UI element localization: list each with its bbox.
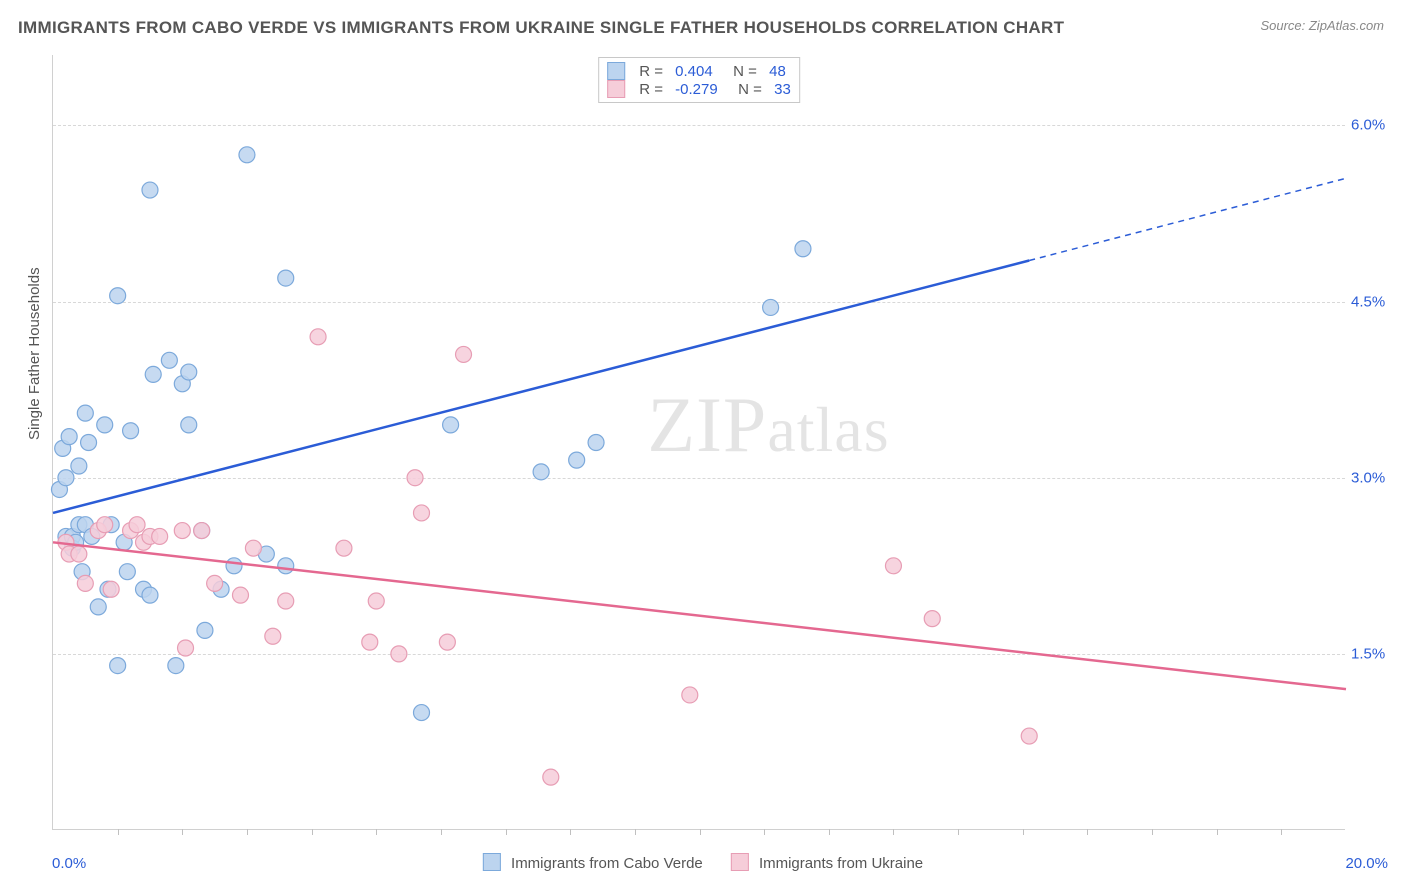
x-tick (829, 829, 830, 835)
data-point (168, 658, 184, 674)
data-point (103, 581, 119, 597)
source-label: Source: ZipAtlas.com (1260, 18, 1384, 33)
data-point (682, 687, 698, 703)
data-point (81, 435, 97, 451)
data-point (152, 528, 168, 544)
data-point (456, 346, 472, 362)
x-tick (247, 829, 248, 835)
data-point (77, 405, 93, 421)
x-tick (1152, 829, 1153, 835)
y-tick-label: 1.5% (1351, 645, 1395, 662)
data-point (161, 352, 177, 368)
data-point (924, 611, 940, 627)
data-point (181, 417, 197, 433)
data-point (97, 517, 113, 533)
data-point (239, 147, 255, 163)
legend: Immigrants from Cabo Verde Immigrants fr… (483, 853, 923, 872)
data-point (245, 540, 261, 556)
data-point (391, 646, 407, 662)
regression-line (53, 542, 1346, 689)
data-point (310, 329, 326, 345)
data-point (763, 299, 779, 315)
data-point (194, 523, 210, 539)
regression-line-extrapolated (1029, 178, 1346, 260)
data-point (71, 458, 87, 474)
x-tick (441, 829, 442, 835)
data-point (58, 470, 74, 486)
chart-container: IMMIGRANTS FROM CABO VERDE VS IMMIGRANTS… (0, 0, 1406, 892)
data-point (278, 558, 294, 574)
data-point (110, 658, 126, 674)
x-tick (570, 829, 571, 835)
x-tick (1281, 829, 1282, 835)
data-point (90, 599, 106, 615)
data-point (145, 366, 161, 382)
x-tick (893, 829, 894, 835)
data-point (226, 558, 242, 574)
data-point (407, 470, 423, 486)
data-point (142, 182, 158, 198)
plot-area: 1.5%3.0%4.5%6.0% R = 0.404 N = 48 R = -0… (52, 55, 1345, 830)
data-point (278, 270, 294, 286)
data-point (414, 505, 430, 521)
data-point (71, 546, 87, 562)
data-point (588, 435, 604, 451)
x-tick (1217, 829, 1218, 835)
x-tick (958, 829, 959, 835)
data-point (336, 540, 352, 556)
data-point (414, 705, 430, 721)
legend-label-1: Immigrants from Cabo Verde (511, 855, 703, 872)
data-point (123, 423, 139, 439)
data-point (439, 634, 455, 650)
legend-swatch-2 (731, 853, 749, 871)
data-point (543, 769, 559, 785)
y-tick-label: 3.0% (1351, 469, 1395, 486)
x-tick (118, 829, 119, 835)
data-point (77, 575, 93, 591)
data-point (368, 593, 384, 609)
data-point (207, 575, 223, 591)
y-tick-label: 6.0% (1351, 117, 1395, 134)
data-point (197, 622, 213, 638)
data-point (61, 429, 77, 445)
data-point (97, 417, 113, 433)
data-point (885, 558, 901, 574)
x-tick (700, 829, 701, 835)
y-axis-label: Single Father Households (26, 267, 43, 440)
legend-label-2: Immigrants from Ukraine (759, 855, 923, 872)
x-axis-min-label: 0.0% (52, 855, 86, 872)
data-point (569, 452, 585, 468)
data-point (142, 587, 158, 603)
x-tick (635, 829, 636, 835)
data-point (278, 593, 294, 609)
data-point (119, 564, 135, 580)
legend-item-2: Immigrants from Ukraine (731, 853, 923, 872)
x-tick (1023, 829, 1024, 835)
plot-svg (53, 55, 1345, 829)
x-tick (312, 829, 313, 835)
data-point (265, 628, 281, 644)
data-point (362, 634, 378, 650)
chart-title: IMMIGRANTS FROM CABO VERDE VS IMMIGRANTS… (18, 18, 1064, 38)
data-point (110, 288, 126, 304)
data-point (174, 523, 190, 539)
x-tick (506, 829, 507, 835)
data-point (178, 640, 194, 656)
data-point (795, 241, 811, 257)
x-axis-max-label: 20.0% (1345, 855, 1388, 872)
data-point (129, 517, 145, 533)
data-point (1021, 728, 1037, 744)
x-tick (764, 829, 765, 835)
data-point (533, 464, 549, 480)
x-tick (182, 829, 183, 835)
data-point (232, 587, 248, 603)
legend-swatch-1 (483, 853, 501, 871)
data-point (443, 417, 459, 433)
legend-item-1: Immigrants from Cabo Verde (483, 853, 703, 872)
x-tick (1087, 829, 1088, 835)
y-tick-label: 4.5% (1351, 293, 1395, 310)
x-tick (376, 829, 377, 835)
data-point (181, 364, 197, 380)
